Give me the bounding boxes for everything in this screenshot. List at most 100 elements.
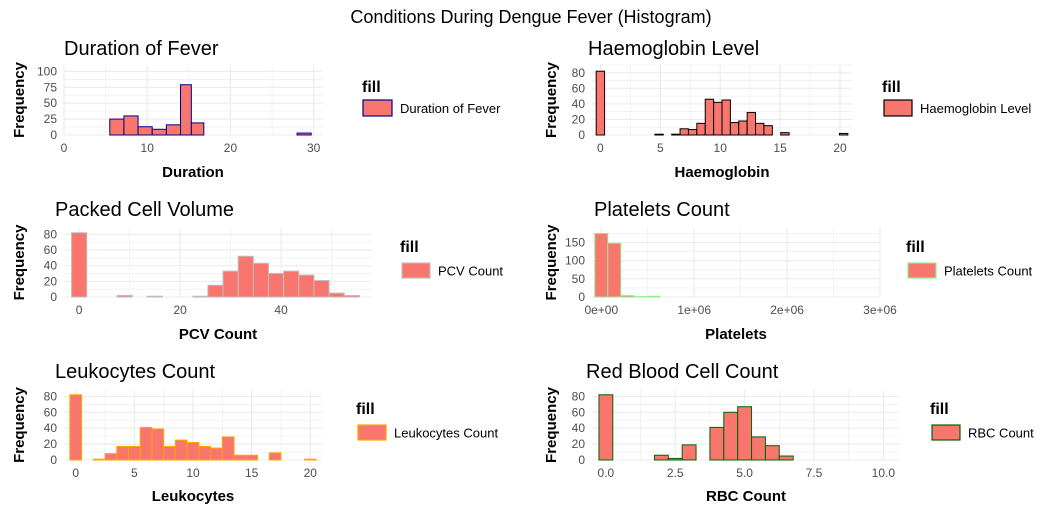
histogram-bar xyxy=(655,134,663,135)
histogram-bar xyxy=(269,453,281,460)
legend-swatch xyxy=(908,263,936,278)
y-tick-label: 20 xyxy=(44,437,58,451)
legend-label: RBC Count xyxy=(968,426,1034,441)
histogram-bar xyxy=(187,443,199,461)
histogram-bar xyxy=(93,459,105,460)
x-axis-label: Duration xyxy=(162,164,224,181)
legend-swatch xyxy=(402,263,430,278)
histogram-bar xyxy=(329,293,344,297)
histogram-bar xyxy=(839,133,847,135)
histogram-bar xyxy=(147,296,162,297)
histogram-bar xyxy=(166,125,180,135)
y-tick-label: 25 xyxy=(44,112,58,126)
histogram-bar xyxy=(344,295,359,297)
histogram-bar xyxy=(668,458,682,460)
histogram-bar xyxy=(747,112,755,135)
legend-swatch xyxy=(932,425,960,440)
histogram-bar xyxy=(752,437,766,460)
panel-title: Leukocytes Count xyxy=(55,361,216,383)
x-axis-label: Haemoglobin xyxy=(674,164,769,181)
y-tick-label: 0 xyxy=(50,453,57,467)
legend: fill RBC Count xyxy=(930,401,1034,441)
y-tick-label: 0 xyxy=(50,128,57,142)
x-tick-label: 20 xyxy=(173,303,187,317)
histogram-bar xyxy=(599,395,613,460)
histogram-bar xyxy=(682,445,696,460)
histogram-bar xyxy=(284,271,299,297)
legend-title: fill xyxy=(362,79,381,96)
x-tick-label: 0 xyxy=(76,303,83,317)
x-tick-label: 0e+00 xyxy=(584,303,618,317)
panel-title: Platelets Count xyxy=(594,199,730,221)
x-tick-label: 0 xyxy=(72,466,79,480)
histogram-bar xyxy=(175,440,187,460)
histogram-bar xyxy=(722,100,730,135)
legend-label: Platelets Count xyxy=(944,264,1033,279)
histogram-bar xyxy=(688,130,696,135)
histogram-bar xyxy=(779,456,793,460)
histogram-bar xyxy=(246,455,258,460)
histogram-bar xyxy=(253,263,268,297)
y-tick-label: 150 xyxy=(565,236,585,250)
histogram-bar xyxy=(595,233,608,297)
histogram-bar xyxy=(199,446,211,460)
histogram-bar xyxy=(222,437,234,460)
y-tick-label: 60 xyxy=(44,405,58,419)
y-tick-label: 0 xyxy=(50,290,57,304)
x-tick-label: 20 xyxy=(224,141,238,155)
x-tick-label: 0 xyxy=(597,141,604,155)
x-tick-label: 10 xyxy=(186,466,200,480)
x-axis-label: PCV Count xyxy=(179,326,257,343)
histogram-bar xyxy=(765,446,779,460)
y-tick-label: 80 xyxy=(572,66,586,80)
legend-title: fill xyxy=(930,401,949,418)
histogram-bar xyxy=(781,133,789,135)
x-tick-label: 1e+06 xyxy=(677,303,711,317)
histogram-bar xyxy=(181,85,192,135)
histogram-bar xyxy=(714,102,722,135)
histogram-bar xyxy=(705,99,713,135)
y-axis-label: Frequency xyxy=(11,386,28,463)
histogram-bar xyxy=(647,296,660,297)
legend-label: PCV Count xyxy=(438,264,503,279)
y-tick-label: 80 xyxy=(572,389,586,403)
y-tick-label: 50 xyxy=(572,272,586,286)
histogram-bar xyxy=(654,455,668,460)
x-tick-label: 0.0 xyxy=(598,466,615,480)
histogram-bar xyxy=(138,127,152,135)
legend-title: fill xyxy=(906,239,925,256)
page-title: Conditions During Dengue Fever (Histogra… xyxy=(350,7,711,27)
histogram-bar xyxy=(297,133,311,135)
histogram-bar xyxy=(105,454,117,460)
panel-title: Red Blood Cell Count xyxy=(586,361,779,383)
histogram-bar xyxy=(756,123,764,135)
histogram-bar xyxy=(140,427,152,460)
histogram-bar xyxy=(152,129,166,135)
x-tick-label: 2e+06 xyxy=(770,303,804,317)
y-tick-label: 75 xyxy=(44,80,58,94)
histogram-bar xyxy=(164,446,176,460)
x-tick-label: 40 xyxy=(274,303,288,317)
y-tick-label: 0 xyxy=(578,453,585,467)
y-tick-label: 100 xyxy=(565,254,585,268)
y-tick-label: 60 xyxy=(44,243,58,257)
histogram-bar xyxy=(314,281,329,297)
x-tick-label: 5.0 xyxy=(736,466,753,480)
histogram-bar xyxy=(268,273,283,297)
y-axis-label: Frequency xyxy=(543,61,560,138)
y-tick-label: 50 xyxy=(44,96,58,110)
